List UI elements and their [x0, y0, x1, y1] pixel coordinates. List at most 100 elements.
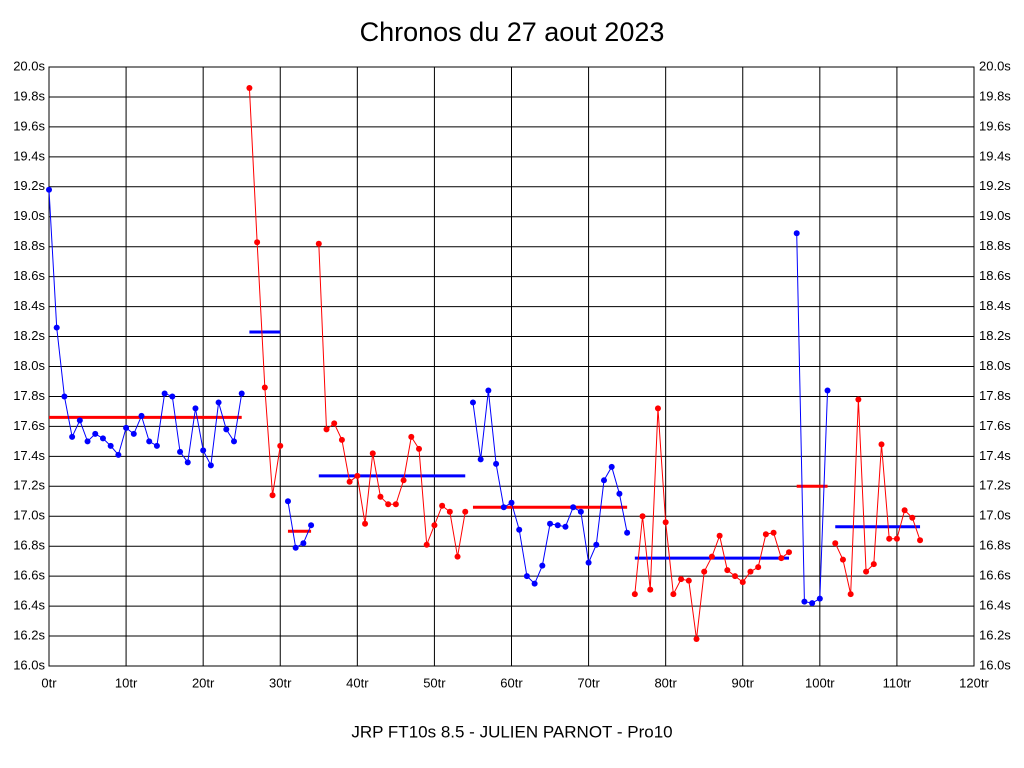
y2-tick-label: 17.4s [979, 448, 1011, 463]
y2-tick-label: 16.6s [979, 568, 1011, 583]
data-point [554, 522, 561, 529]
x-tick-label: 80tr [654, 675, 677, 690]
data-point [901, 507, 908, 514]
data-point [886, 535, 893, 542]
y-tick-label: 17.6s [13, 418, 45, 433]
data-point [562, 523, 569, 530]
y2-tick-label: 19.2s [979, 178, 1011, 193]
data-point [300, 540, 307, 547]
data-point [454, 553, 461, 560]
y2-tick-label: 19.4s [979, 148, 1011, 163]
data-point [138, 412, 145, 419]
y2-tick-label: 19.8s [979, 88, 1011, 103]
data-point [670, 591, 677, 598]
data-point [462, 508, 469, 515]
data-point [161, 390, 168, 397]
data-point [231, 438, 237, 445]
data-point [130, 430, 137, 437]
data-point [354, 472, 361, 479]
data-point [169, 393, 176, 400]
y-tick-label: 18.2s [13, 328, 45, 343]
data-point [547, 520, 554, 527]
data-point [701, 568, 708, 575]
data-point [778, 555, 785, 562]
data-point [654, 405, 661, 412]
data-point [531, 580, 538, 587]
data-point [338, 436, 345, 443]
data-point [570, 504, 577, 511]
data-point [616, 490, 623, 497]
data-point [146, 438, 153, 445]
y-tick-label: 16.0s [13, 657, 45, 672]
data-point [61, 393, 68, 400]
y2-tick-label: 18.8s [979, 238, 1011, 253]
data-point [200, 447, 207, 454]
y2-tick-label: 17.0s [979, 508, 1011, 523]
data-point [284, 498, 291, 505]
data-point [685, 577, 692, 584]
x-axis-label: JRP FT10s 8.5 - JULIEN PARNOT - Pro10 [351, 722, 672, 741]
y2-tick-label: 17.2s [979, 478, 1011, 493]
chart-title: Chronos du 27 aout 2023 [360, 17, 665, 47]
y-tick-label: 19.4s [13, 148, 45, 163]
y2-tick-label: 18.0s [979, 358, 1011, 373]
data-point [431, 522, 438, 529]
x-tick-label: 40tr [346, 675, 369, 690]
data-point [215, 399, 222, 406]
data-point [631, 591, 638, 598]
data-point [123, 424, 130, 431]
data-point [793, 230, 800, 237]
data-point [747, 568, 754, 575]
y2-tick-label: 16.8s [979, 538, 1011, 553]
y-tick-label: 17.0s [13, 508, 45, 523]
data-point [832, 540, 839, 547]
y2-tick-label: 17.8s [979, 388, 1011, 403]
data-point [385, 501, 392, 508]
data-point [439, 502, 446, 509]
data-point [608, 463, 615, 470]
y2-tick-label: 16.2s [979, 627, 1011, 642]
data-point [577, 508, 584, 515]
data-point [662, 519, 669, 526]
data-point [477, 456, 484, 463]
x-tick-label: 10tr [115, 675, 138, 690]
data-point [539, 562, 546, 569]
data-point [485, 387, 492, 394]
data-point [708, 553, 715, 560]
data-point [423, 541, 430, 548]
data-point [909, 514, 916, 521]
data-point [762, 531, 769, 538]
data-point [732, 573, 739, 580]
data-point [770, 529, 777, 536]
y-tick-label: 16.2s [13, 627, 45, 642]
data-point [847, 591, 854, 598]
y-tick-label: 18.8s [13, 238, 45, 253]
data-point [878, 441, 885, 448]
data-point [369, 450, 376, 457]
x-tick-label: 60tr [500, 675, 523, 690]
x-tick-label: 20tr [192, 675, 215, 690]
data-point [238, 390, 245, 397]
data-point [801, 598, 808, 605]
x-tick-label: 110tr [883, 675, 912, 690]
data-point [362, 520, 369, 527]
data-point [870, 561, 877, 568]
data-point [585, 559, 592, 566]
data-point [855, 396, 862, 403]
data-point [601, 477, 607, 484]
y2-tick-label: 19.6s [979, 118, 1011, 133]
data-point [724, 567, 731, 574]
data-point [99, 435, 106, 442]
data-point [500, 504, 507, 511]
data-point [917, 537, 924, 544]
data-point [46, 186, 52, 193]
data-point [893, 535, 900, 542]
y-tick-label: 19.0s [13, 208, 45, 223]
x-tick-label: 70tr [577, 675, 600, 690]
data-point [346, 478, 353, 485]
data-point [593, 541, 600, 548]
data-point [207, 462, 214, 469]
data-point [624, 529, 631, 536]
data-point [392, 501, 399, 508]
